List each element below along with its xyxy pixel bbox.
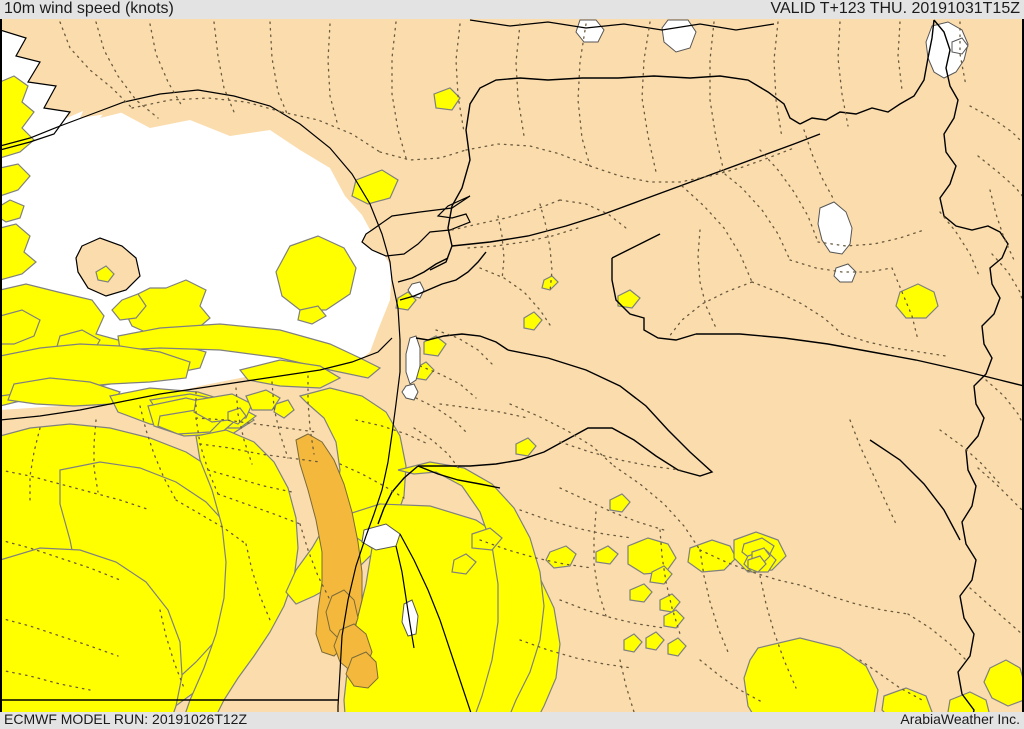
attribution-label: ArabiaWeather Inc. xyxy=(900,711,1020,727)
coastline-layer xyxy=(0,19,775,729)
wind-band-orange xyxy=(295,433,379,689)
lake-tharthar xyxy=(817,201,853,255)
page-title: 10m wind speed (knots) xyxy=(4,0,174,17)
wind-band-yellow xyxy=(0,75,1024,729)
turkey-anatolia xyxy=(0,19,1024,282)
valid-time-label: VALID T+123 THU. 20191031T15Z xyxy=(770,0,1020,17)
lakes-layer xyxy=(361,19,969,637)
footer-bar: ECMWF MODEL RUN: 20191026T12Z ArabiaWeat… xyxy=(0,711,1024,729)
international-borders xyxy=(0,19,1024,729)
lake-urmia xyxy=(925,21,969,79)
admin-borders xyxy=(0,21,1024,729)
dead-sea xyxy=(405,335,421,385)
model-run-label: ECMWF MODEL RUN: 20191026T12Z xyxy=(4,711,247,727)
crete-island xyxy=(76,238,140,296)
lake-habbaniyah xyxy=(833,263,857,283)
header-bar: 10m wind speed (knots) VALID T+123 THU. … xyxy=(0,0,1024,19)
